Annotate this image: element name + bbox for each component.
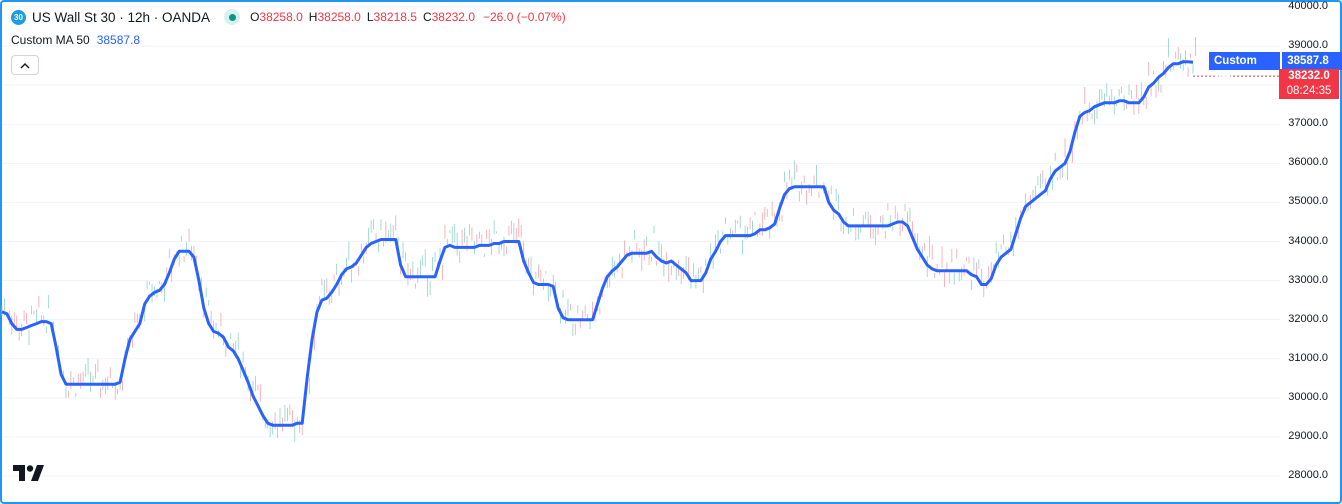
moving-average-layer [1, 60, 1280, 427]
ohlc-high: H38258.0 [308, 10, 361, 24]
indicator-value: 38587.8 [96, 33, 141, 47]
price-axis-label: 39000.0 [1288, 39, 1328, 52]
symbol-badge[interactable]: 30 [11, 9, 26, 25]
chart-legend: 30 US Wall St 30 · 12h · OANDA O38258.0 … [11, 8, 566, 49]
price-axis-label: 35000.0 [1288, 195, 1328, 208]
price-axis-label: 36000.0 [1288, 156, 1328, 169]
tradingview-logo[interactable] [13, 465, 45, 486]
grid-lines [2, 6, 1280, 477]
price-axis-label: 29000.0 [1288, 429, 1328, 442]
indicator-row[interactable]: Custom MA 50 38587.8 [11, 31, 566, 49]
market-status-icon[interactable] [224, 9, 241, 25]
ohlc-low: L38218.5 [366, 10, 417, 24]
price-axis-label: 37000.0 [1288, 117, 1328, 130]
price-axis-label: 33000.0 [1288, 273, 1328, 286]
ma-tag-value: 38587.8 [1282, 52, 1342, 70]
ma-price-tag: Custom MA 38587.8 [1209, 52, 1342, 83]
price-axis-label: 30000.0 [1288, 390, 1328, 403]
last-price-tag: 38232.0 08:24:35 [1279, 69, 1339, 99]
price-axis-label: 34000.0 [1288, 234, 1328, 247]
ohlc-close: C38232.0 [422, 10, 475, 24]
price-bars [1, 37, 1196, 442]
price-axis-label: 32000.0 [1288, 312, 1328, 325]
last-price-value: 38232.0 [1288, 70, 1330, 82]
tradingview-logo-icon [13, 465, 44, 481]
custom-ma-line[interactable] [1, 60, 1194, 427]
price-axis-label: 40000.0 [1288, 0, 1328, 12]
ma-tag-name: Custom MA [1209, 52, 1281, 83]
market-open-dot [228, 13, 236, 21]
symbol-title[interactable]: US Wall St 30 · 12h · OANDA [32, 9, 211, 25]
bar-countdown: 08:24:35 [1286, 85, 1332, 97]
price-axis-label: 28000.0 [1288, 469, 1328, 481]
collapse-legend-button[interactable] [11, 55, 39, 75]
chevron-up-icon [20, 62, 30, 68]
ohlc-open: O38258.0 [250, 10, 303, 24]
price-change: −26.0 (−0.07%) [483, 10, 566, 24]
symbol-row: 30 US Wall St 30 · 12h · OANDA O38258.0 … [11, 8, 566, 26]
indicator-name[interactable]: Custom MA 50 [11, 33, 90, 47]
price-axis-label: 31000.0 [1288, 351, 1328, 364]
